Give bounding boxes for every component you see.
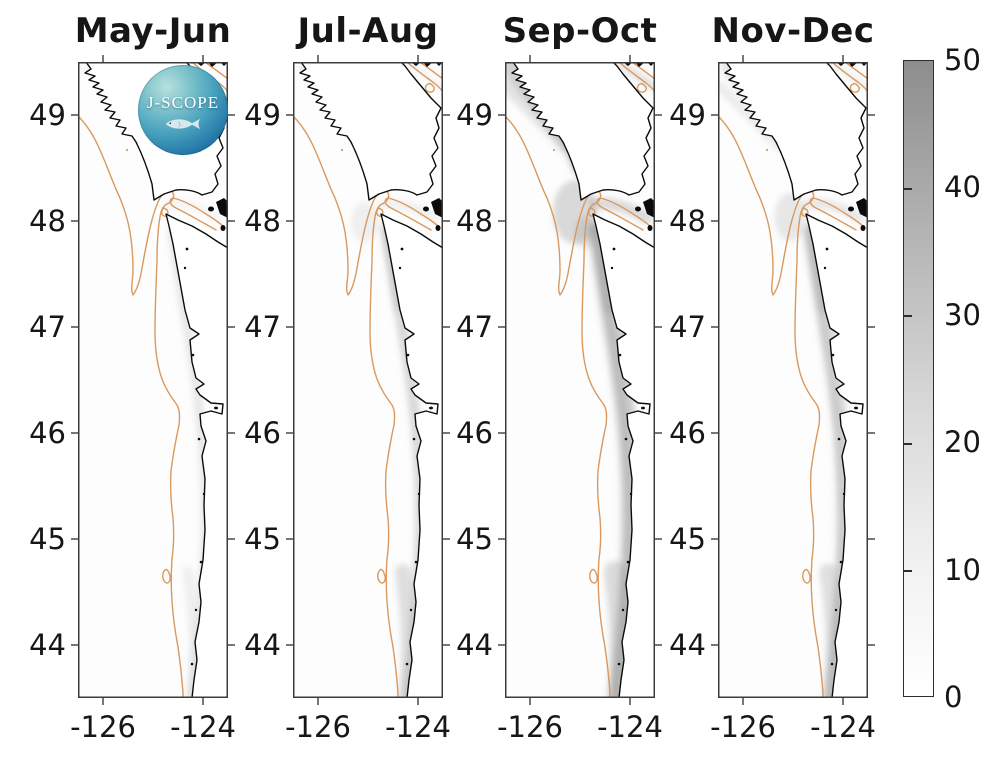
lat-label: 47 (456, 310, 493, 344)
jscope-logo-text: J-SCOPE (146, 93, 220, 112)
lat-label: 48 (29, 204, 66, 238)
colorbar (903, 60, 934, 697)
panel-title-sep-oct: Sep-Oct (502, 11, 658, 51)
lat-label: 46 (456, 416, 493, 450)
lat-label: 48 (244, 204, 281, 238)
lat-label: 44 (29, 628, 66, 662)
lat-label: 46 (29, 416, 66, 450)
lat-label: 45 (244, 522, 281, 556)
fish-icon (165, 118, 201, 130)
map-panel-nov-dec (710, 54, 876, 706)
lon-label: -126 (710, 710, 776, 744)
lat-label: 47 (29, 310, 66, 344)
panel-title-nov-dec: Nov-Dec (711, 11, 875, 51)
panel-title-jul-aug: Jul-Aug (297, 11, 439, 51)
lat-label: 47 (669, 310, 706, 344)
colorbar-label: 40 (944, 170, 981, 204)
lat-label: 49 (244, 98, 281, 132)
colorbar-label: 20 (944, 425, 981, 459)
lat-label: 48 (669, 204, 706, 238)
jscope-logo: J-SCOPE (138, 65, 228, 155)
colorbar-label: 0 (944, 680, 963, 714)
lon-label: -126 (70, 710, 136, 744)
lat-label: 49 (456, 98, 493, 132)
map-panel-may-jun (70, 54, 236, 706)
lat-label: 44 (456, 628, 493, 662)
lat-label: 47 (244, 310, 281, 344)
panel-title-may-jun: May-Jun (74, 11, 232, 51)
lon-label: -124 (597, 710, 663, 744)
lat-label: 46 (244, 416, 281, 450)
lat-label: 44 (244, 628, 281, 662)
lat-label: 48 (456, 204, 493, 238)
colorbar-label: 50 (944, 43, 981, 77)
lat-label: 46 (669, 416, 706, 450)
colorbar-tick (904, 570, 912, 572)
lon-label: -126 (285, 710, 351, 744)
lon-label: -126 (497, 710, 563, 744)
lon-label: -124 (385, 710, 451, 744)
colorbar-label: 30 (944, 298, 981, 332)
colorbar-tick (904, 315, 912, 317)
lat-label: 45 (669, 522, 706, 556)
map-panel-jul-aug (285, 54, 451, 706)
colorbar-tick (904, 188, 912, 190)
lat-label: 44 (669, 628, 706, 662)
colorbar-tick (904, 443, 912, 445)
lat-label: 49 (29, 98, 66, 132)
lon-label: -124 (170, 710, 236, 744)
lat-label: 45 (29, 522, 66, 556)
map-panel-sep-oct (497, 54, 663, 706)
lat-label: 49 (669, 98, 706, 132)
colorbar-label: 10 (944, 553, 981, 587)
lat-label: 45 (456, 522, 493, 556)
lon-label: -124 (810, 710, 876, 744)
